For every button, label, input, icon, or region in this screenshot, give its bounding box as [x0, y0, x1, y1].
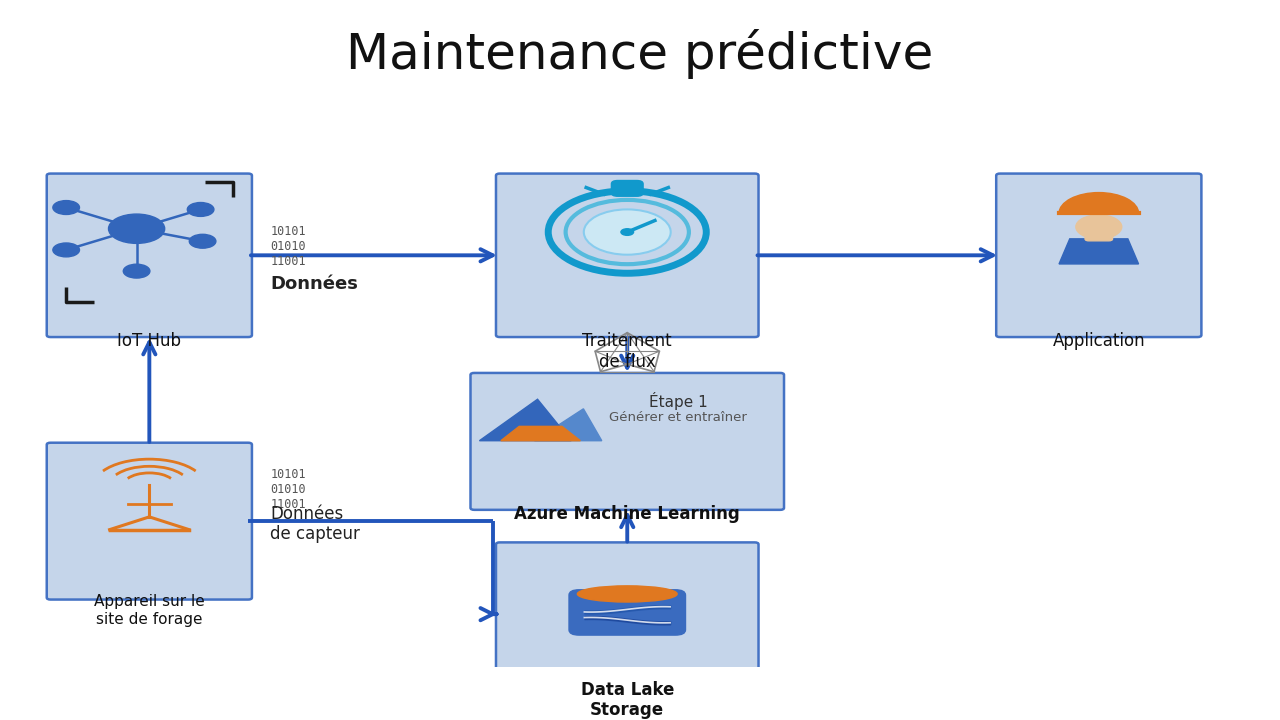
Circle shape: [1076, 215, 1121, 239]
Text: Données
de capteur: Données de capteur: [270, 505, 360, 544]
FancyBboxPatch shape: [1085, 228, 1112, 240]
Circle shape: [584, 210, 671, 255]
FancyBboxPatch shape: [570, 590, 686, 635]
Text: Azure Machine Learning: Azure Machine Learning: [515, 505, 740, 523]
FancyBboxPatch shape: [495, 174, 759, 337]
FancyBboxPatch shape: [471, 373, 785, 510]
Text: 10101
01010
11001: 10101 01010 11001: [270, 468, 306, 511]
Text: Traitement
de flux: Traitement de flux: [582, 332, 672, 371]
Text: Générer et entraîner: Générer et entraîner: [609, 411, 748, 425]
Text: Étape 1: Étape 1: [649, 392, 708, 410]
Circle shape: [52, 243, 79, 257]
Circle shape: [109, 214, 165, 243]
Wedge shape: [1059, 192, 1139, 213]
Text: Data Lake
Storage: Data Lake Storage: [581, 680, 675, 719]
FancyBboxPatch shape: [495, 542, 759, 686]
Polygon shape: [535, 409, 602, 441]
Text: IoT Hub: IoT Hub: [118, 332, 182, 350]
Circle shape: [189, 234, 216, 248]
Polygon shape: [1059, 239, 1139, 264]
Circle shape: [123, 264, 150, 278]
FancyBboxPatch shape: [612, 181, 643, 197]
Circle shape: [52, 201, 79, 215]
FancyBboxPatch shape: [47, 443, 252, 600]
FancyBboxPatch shape: [996, 174, 1202, 337]
Text: Maintenance prédictive: Maintenance prédictive: [347, 30, 933, 79]
Circle shape: [621, 229, 634, 235]
FancyBboxPatch shape: [47, 174, 252, 337]
Polygon shape: [480, 400, 571, 441]
Text: 10101
01010
11001: 10101 01010 11001: [270, 225, 306, 269]
Text: Appareil sur le
site de forage: Appareil sur le site de forage: [93, 594, 205, 626]
Circle shape: [187, 202, 214, 217]
Text: Données: Données: [270, 275, 358, 293]
Text: Application: Application: [1052, 332, 1146, 350]
Polygon shape: [500, 426, 580, 441]
Ellipse shape: [577, 586, 677, 602]
